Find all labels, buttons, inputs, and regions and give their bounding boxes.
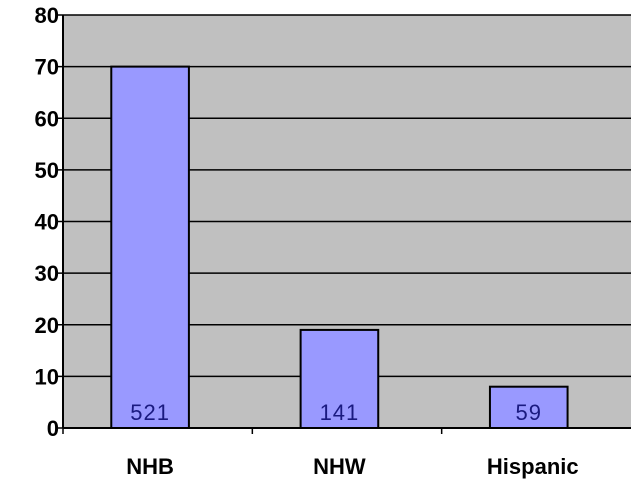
- bars: [110, 65, 569, 430]
- y-tick-label-40: 40: [35, 210, 59, 235]
- y-tick-label-30: 30: [35, 261, 59, 286]
- y-tick-label-20: 20: [35, 313, 59, 338]
- x-tick-label-nhb: NHB: [126, 454, 174, 479]
- x-tick-label-hispanic: Hispanic: [487, 454, 579, 479]
- data-label-nhw: 141: [320, 400, 360, 425]
- y-tick-label-0: 0: [47, 416, 59, 441]
- data-label-hispanic: 59: [516, 400, 542, 425]
- data-label-nhb: 521: [130, 400, 170, 425]
- labels: 0 10 20 30 40 50 60 70 80 521 NHB 141 NHW 59 Hispanic: [35, 3, 579, 479]
- y-tick-label-50: 50: [35, 158, 59, 183]
- y-tick-label-70: 70: [35, 55, 59, 80]
- axes: [57, 14, 631, 434]
- y-tick-label-60: 60: [35, 106, 59, 131]
- bar-hispanic: [488, 385, 569, 430]
- y-tick-label-80: 80: [35, 3, 59, 28]
- bar-nhb: [110, 65, 190, 429]
- bar-nhw: [299, 328, 380, 430]
- x-tick-label-nhw: NHW: [313, 454, 366, 479]
- y-tick-label-10: 10: [35, 364, 59, 389]
